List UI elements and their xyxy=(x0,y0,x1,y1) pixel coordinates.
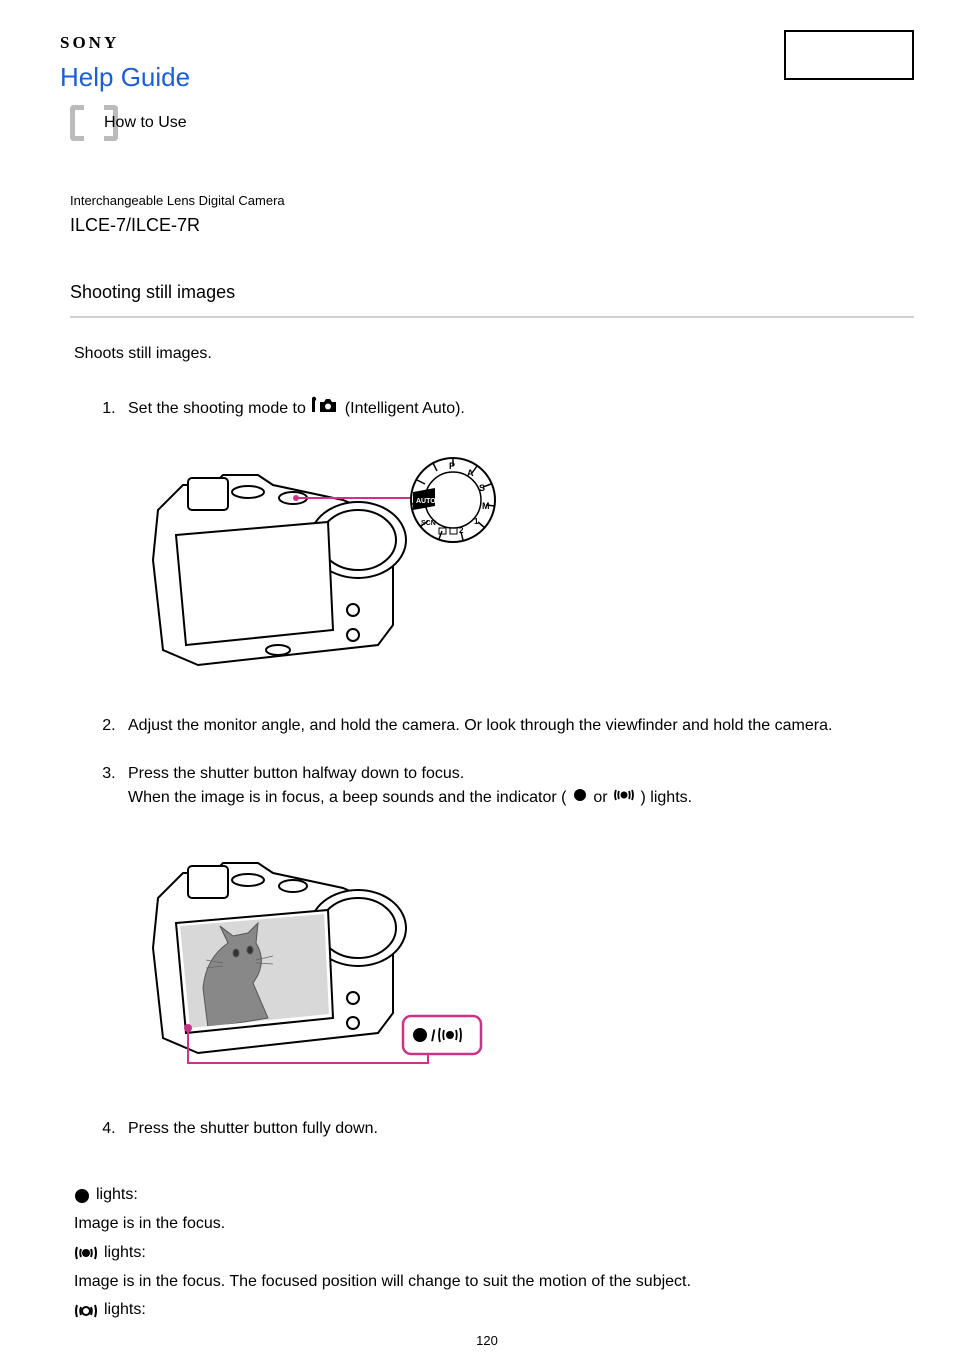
indicator-row-2: lights: xyxy=(74,1239,914,1268)
indicator-1-label: lights: xyxy=(96,1181,138,1210)
camera-mode-dial-diagram: AUTO P A S M 1 2 SCN xyxy=(128,440,914,690)
svg-text:/: / xyxy=(431,1028,436,1045)
product-category: Interchangeable Lens Digital Camera xyxy=(70,191,914,211)
focus-solid-circle-icon xyxy=(573,786,587,810)
indicator-legend: lights: Image is in the focus. lights: I… xyxy=(74,1181,914,1325)
svg-text:S: S xyxy=(479,483,485,493)
solid-circle-icon xyxy=(74,1188,90,1204)
step-3-line2-prefix: When the image is in focus, a beep sound… xyxy=(128,789,571,806)
brand-logo: SONY xyxy=(60,30,190,56)
camera-focus-diagram: / xyxy=(128,828,914,1093)
svg-text:A: A xyxy=(467,468,474,478)
svg-text:2: 2 xyxy=(459,526,464,535)
intro-text: Shoots still images. xyxy=(74,342,914,366)
indicator-row-1: lights: xyxy=(74,1181,914,1210)
svg-text:P: P xyxy=(449,461,455,471)
product-model: ILCE-7/ILCE-7R xyxy=(70,212,914,239)
svg-text:M: M xyxy=(482,501,490,511)
focus-tracking-icon xyxy=(614,786,634,810)
header-row: SONY Help Guide xyxy=(60,30,914,97)
how-to-use-label: How to Use xyxy=(104,111,187,135)
step-1-prefix: Set the shooting mode to xyxy=(128,400,310,417)
header-left: SONY Help Guide xyxy=(60,30,190,97)
steps-list: Set the shooting mode to (Intelligent Au… xyxy=(100,396,914,1141)
step-1: Set the shooting mode to (Intelligent Au… xyxy=(120,396,914,690)
indicator-2-desc: Image is in the focus. The focused posit… xyxy=(74,1268,914,1297)
how-to-use-tab[interactable]: How to Use xyxy=(70,105,914,141)
svg-text:SCN: SCN xyxy=(421,520,436,527)
page-number: 120 xyxy=(60,1331,914,1351)
help-guide-title[interactable]: Help Guide xyxy=(60,58,190,97)
step-2-text: Adjust the monitor angle, and hold the c… xyxy=(128,717,832,734)
indicator-row-3: lights: xyxy=(74,1296,914,1325)
header-box-placeholder xyxy=(784,30,914,80)
svg-text:AUTO: AUTO xyxy=(416,498,436,505)
step-1-suffix: (Intelligent Auto). xyxy=(345,400,465,417)
step-3-line1: Press the shutter button halfway down to… xyxy=(128,765,464,782)
section-title: Shooting still images xyxy=(70,279,914,318)
step-3-line2-suffix: ) lights. xyxy=(641,789,693,806)
indicator-3-label: lights: xyxy=(104,1296,146,1325)
intelligent-auto-icon xyxy=(312,396,338,422)
step-4-text: Press the shutter button fully down. xyxy=(128,1120,378,1137)
svg-text:1: 1 xyxy=(474,517,479,526)
tracking-solid-icon xyxy=(74,1245,98,1261)
step-4: Press the shutter button fully down. xyxy=(120,1117,914,1141)
indicator-2-label: lights: xyxy=(104,1239,146,1268)
step-3: Press the shutter button halfway down to… xyxy=(120,762,914,1093)
step-2: Adjust the monitor angle, and hold the c… xyxy=(120,714,914,738)
tracking-outline-icon xyxy=(74,1303,98,1319)
step-3-line2-mid: or xyxy=(593,789,612,806)
